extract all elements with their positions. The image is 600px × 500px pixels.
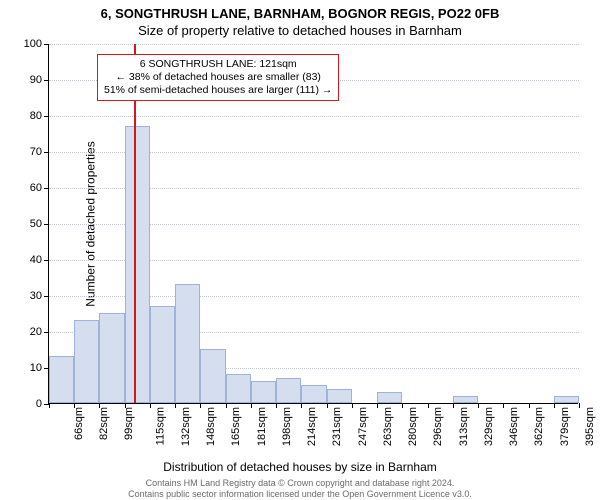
histogram-bar — [74, 320, 99, 403]
annotation-line-2: ← 38% of detached houses are smaller (83… — [104, 71, 332, 84]
histogram-bar — [99, 313, 124, 403]
histogram-bar — [453, 396, 478, 403]
page-title-2: Size of property relative to detached ho… — [0, 21, 600, 38]
y-tick-label: 100 — [12, 38, 42, 50]
grid-line — [49, 116, 579, 117]
histogram-bar — [327, 389, 352, 403]
x-tick-label: 181sqm — [256, 407, 268, 446]
x-tick-label: 313sqm — [458, 407, 470, 446]
x-tick-mark — [175, 403, 176, 408]
chart-container: Number of detached properties 0102030405… — [48, 44, 578, 404]
histogram-bar — [226, 374, 251, 403]
histogram-bar — [377, 392, 402, 403]
y-tick-label: 0 — [12, 398, 42, 410]
footer-line-2: Contains public sector information licen… — [0, 489, 600, 500]
y-tick-mark — [44, 332, 49, 333]
histogram-bar — [200, 349, 225, 403]
y-tick-mark — [44, 116, 49, 117]
x-tick-mark — [554, 403, 555, 408]
annotation-line-1: 6 SONGTHRUSH LANE: 121sqm — [104, 58, 332, 71]
y-tick-mark — [44, 188, 49, 189]
annotation-box: 6 SONGTHRUSH LANE: 121sqm← 38% of detach… — [97, 54, 339, 101]
grid-line — [49, 44, 579, 45]
x-tick-mark — [99, 403, 100, 408]
x-tick-mark — [503, 403, 504, 408]
y-tick-mark — [44, 152, 49, 153]
x-tick-mark — [579, 403, 580, 408]
y-tick-label: 90 — [12, 74, 42, 86]
y-tick-label: 50 — [12, 218, 42, 230]
y-tick-label: 80 — [12, 110, 42, 122]
histogram-bar — [301, 385, 326, 403]
x-tick-mark — [74, 403, 75, 408]
x-tick-mark — [301, 403, 302, 408]
footer: Contains HM Land Registry data © Crown c… — [0, 478, 600, 500]
x-tick-mark — [428, 403, 429, 408]
plot-area: 010203040506070809010066sqm82sqm99sqm115… — [48, 44, 578, 404]
x-tick-label: 346sqm — [508, 407, 520, 446]
y-tick-mark — [44, 44, 49, 45]
x-tick-label: 263sqm — [382, 407, 394, 446]
x-tick-label: 148sqm — [205, 407, 217, 446]
x-tick-mark — [327, 403, 328, 408]
x-tick-mark — [529, 403, 530, 408]
x-tick-label: 395sqm — [584, 407, 596, 446]
histogram-bar — [150, 306, 175, 403]
histogram-bar — [276, 378, 301, 403]
x-tick-label: 198sqm — [281, 407, 293, 446]
x-tick-label: 296sqm — [432, 407, 444, 446]
x-tick-label: 115sqm — [154, 407, 166, 445]
x-tick-mark — [352, 403, 353, 408]
x-axis-label: Distribution of detached houses by size … — [0, 460, 600, 474]
y-tick-label: 70 — [12, 146, 42, 158]
x-tick-mark — [125, 403, 126, 408]
y-tick-label: 60 — [12, 182, 42, 194]
y-tick-label: 10 — [12, 362, 42, 374]
x-tick-label: 329sqm — [483, 407, 495, 446]
x-tick-mark — [251, 403, 252, 408]
x-tick-label: 82sqm — [98, 407, 110, 440]
x-tick-mark — [200, 403, 201, 408]
x-tick-mark — [478, 403, 479, 408]
x-tick-label: 247sqm — [357, 407, 369, 446]
x-tick-mark — [377, 403, 378, 408]
histogram-bar — [251, 381, 276, 403]
histogram-bar — [125, 126, 150, 403]
x-tick-mark — [226, 403, 227, 408]
y-tick-mark — [44, 296, 49, 297]
x-tick-mark — [453, 403, 454, 408]
histogram-bar — [175, 284, 200, 403]
y-tick-mark — [44, 260, 49, 261]
x-tick-label: 132sqm — [180, 407, 192, 446]
y-tick-mark — [44, 80, 49, 81]
x-tick-mark — [150, 403, 151, 408]
y-tick-label: 40 — [12, 254, 42, 266]
y-tick-mark — [44, 224, 49, 225]
y-tick-label: 30 — [12, 290, 42, 302]
x-tick-mark — [402, 403, 403, 408]
x-tick-label: 165sqm — [231, 407, 243, 446]
histogram-bar — [49, 356, 74, 403]
x-tick-mark — [49, 403, 50, 408]
page-title-1: 6, SONGTHRUSH LANE, BARNHAM, BOGNOR REGI… — [0, 0, 600, 21]
footer-line-1: Contains HM Land Registry data © Crown c… — [0, 478, 600, 489]
x-tick-label: 214sqm — [306, 407, 318, 446]
x-tick-label: 66sqm — [73, 407, 85, 440]
x-tick-label: 379sqm — [559, 407, 571, 446]
x-tick-label: 362sqm — [533, 407, 545, 446]
x-tick-mark — [276, 403, 277, 408]
annotation-line-3: 51% of semi-detached houses are larger (… — [104, 84, 332, 97]
x-tick-label: 231sqm — [332, 407, 344, 446]
histogram-bar — [554, 396, 579, 403]
y-tick-label: 20 — [12, 326, 42, 338]
x-tick-label: 280sqm — [407, 407, 419, 446]
x-tick-label: 99sqm — [124, 407, 136, 440]
